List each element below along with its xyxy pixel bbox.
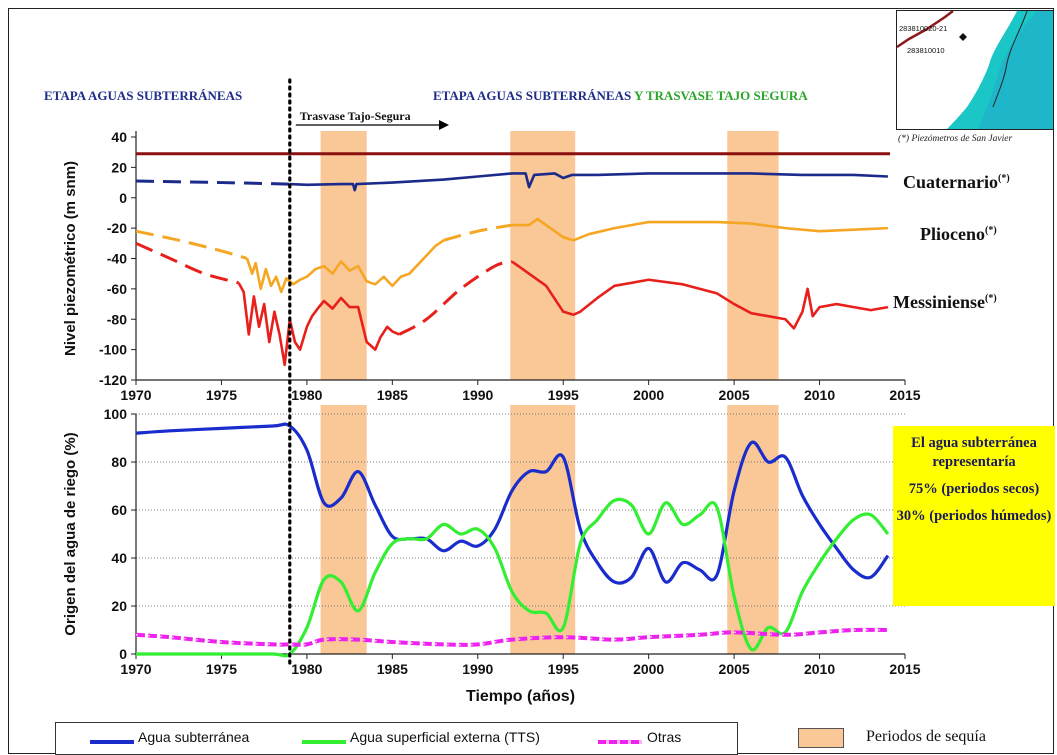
top-ytick-label-0: 40 [111,129,127,145]
map-code-1: 283810020-21 [899,24,947,33]
drought-band-top-1 [510,131,576,380]
trasvase-label: Trasvase Tajo-Segura [300,109,411,123]
legend-swatch-otras [598,740,642,744]
bottom-xtick-label-8: 2010 [804,661,835,677]
top-xtick-label-3: 1985 [377,387,408,403]
groundwater-share-note: El agua subterránea representaría 75% (p… [893,426,1055,606]
bottom-xtick-label-0: 1970 [120,661,151,677]
series-otras-dots [135,629,888,646]
bottom-ytick-label-4: 20 [111,598,127,614]
bottom-xtick-label-4: 1990 [462,661,493,677]
top-y-axis-label: Nivel piezométrico (m snm) [62,161,79,356]
bottom-y-axis-label: Origen del agua de riego (%) [62,432,79,635]
top-ytick-label-3: -20 [107,220,127,236]
stage-left-title: ETAPA AGUAS SUBTERRÁNEAS [44,88,243,103]
bottom-ytick-label-1: 80 [111,454,127,470]
bottom-xtick-label-3: 1985 [377,661,408,677]
top-xtick-label-1: 1975 [206,387,237,403]
drought-band-top-0 [320,131,367,380]
bottom-ytick-label-2: 60 [111,502,127,518]
series-cuaternario-dashed [135,179,290,186]
series-messiniense-solid2 [511,260,889,330]
legend-label-agua-sub: Agua subterránea [138,729,250,745]
drought-band-top-2 [727,131,779,380]
legend-label-drought: Periodos de sequía [866,728,986,745]
series-plioceno-solid [245,239,445,294]
top-xtick-label-0: 1970 [120,387,151,403]
top-ytick-label-8: -120 [99,372,127,388]
arrow-right-icon [439,120,449,130]
map-coastline [992,11,1028,108]
legend-swatch-agua-sub [90,740,134,744]
bottom-x-axis-label: Tiempo (años) [466,688,575,705]
bottom-xtick-label-9: 2015 [889,661,920,677]
bottom-xtick-label-2: 1980 [291,661,322,677]
map-note: (*) Piezómetros de San Javier [898,134,1013,144]
bottom-xtick-label-1: 1975 [206,661,237,677]
bottom-xtick-label-5: 1995 [548,661,579,677]
note-line-3: 30% (periodos húmedos) [896,508,1052,524]
top-xtick-label-2: 1980 [291,387,322,403]
stage-right-title: ETAPA AGUAS SUBTERRÁNEAS Y TRASVASE TAJO… [433,88,808,103]
label-cuaternario: Cuaternario(*) [903,172,1010,192]
series-cuaternario-solid [289,172,888,192]
top-ytick-label-6: -80 [107,311,127,327]
bottom-ytick-label-5: 0 [119,646,127,662]
series-messiniense-dashed2 [398,260,513,336]
series-agua_sup [136,497,890,658]
bottom-xtick-label-7: 2005 [719,661,750,677]
top-ytick-label-1: 20 [111,159,127,175]
top-xtick-label-7: 2005 [719,387,750,403]
legend-swatch-drought [798,728,844,748]
top-ytick-label-7: -100 [99,342,127,358]
top-xtick-label-6: 2000 [633,387,664,403]
top-xtick-label-9: 2015 [889,387,920,403]
drought-band-bottom-0 [320,405,367,654]
series-plioceno-dashed2 [443,223,513,242]
label-messiniense: Messiniense(*) [893,292,997,312]
series-messiniense-solid [237,282,400,367]
series-agua_sub [135,422,890,585]
drought-band-bottom-2 [727,405,779,654]
map-road [897,11,954,49]
series-plioceno-dashed [135,229,248,260]
top-xtick-label-8: 2010 [804,387,835,403]
map-drawing: 283810020-21 283810010 [897,11,1053,129]
series-plioceno-solid2 [511,217,888,242]
bottom-ytick-label-3: 40 [111,550,127,566]
series-messiniense-dashed [135,241,239,285]
legend-label-otras: Otras [647,729,682,745]
top-ytick-label-4: -40 [107,251,127,267]
note-line-2: 75% (periodos secos) [908,481,1040,497]
legend-swatch-agua-sup [302,740,346,744]
chart-overlay: Trasvase Tajo-Segura [288,78,449,667]
legend-label-agua-sup: Agua superficial externa (TTS) [350,729,540,745]
bottom-xtick-label-6: 2000 [633,661,664,677]
bottom-ytick-label-0: 100 [104,406,128,422]
series-legend: Agua subterránea Agua superficial extern… [55,722,738,755]
top-ytick-label-2: 0 [119,190,127,206]
label-plioceno: Plioceno(*) [920,224,997,244]
note-line-1: El agua subterránea representaría [911,435,1037,470]
piezometer-marker-icon [959,33,967,41]
top-xtick-label-5: 1995 [548,387,579,403]
location-map: 283810020-21 283810010 [896,10,1054,130]
map-lagoon [977,11,1053,129]
top-xtick-label-4: 1990 [462,387,493,403]
top-ytick-label-5: -60 [107,281,127,297]
map-code-2: 283810010 [907,46,945,55]
